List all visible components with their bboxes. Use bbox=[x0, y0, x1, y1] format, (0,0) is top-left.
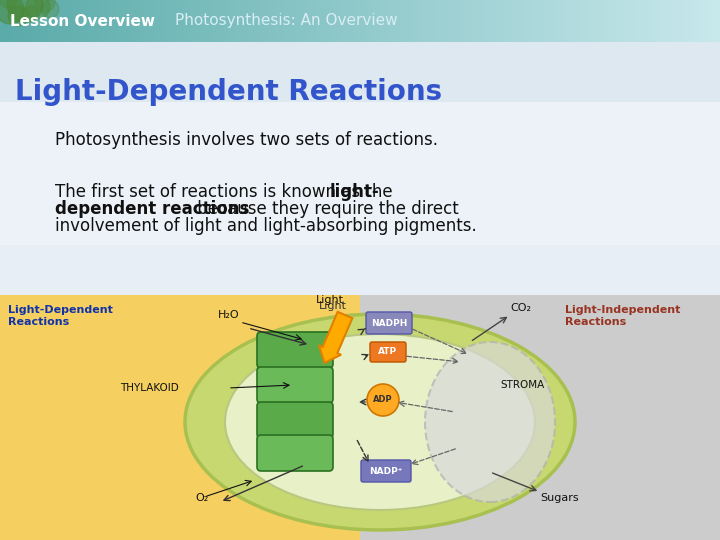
Text: because they require the direct: because they require the direct bbox=[192, 200, 459, 218]
Text: Light-Dependent Reactions: Light-Dependent Reactions bbox=[15, 78, 442, 106]
Text: NADP⁺: NADP⁺ bbox=[369, 467, 402, 476]
Text: Light-Dependent
Reactions: Light-Dependent Reactions bbox=[8, 305, 113, 327]
Text: The first set of reactions is known as the: The first set of reactions is known as t… bbox=[55, 183, 398, 201]
FancyBboxPatch shape bbox=[366, 312, 412, 334]
Text: ATP: ATP bbox=[379, 348, 397, 356]
Text: Light-Independent
Reactions: Light-Independent Reactions bbox=[565, 305, 680, 327]
Text: Lesson Overview: Lesson Overview bbox=[10, 14, 155, 29]
FancyBboxPatch shape bbox=[257, 435, 333, 471]
Circle shape bbox=[26, 0, 50, 19]
FancyBboxPatch shape bbox=[257, 367, 333, 403]
FancyBboxPatch shape bbox=[370, 342, 406, 362]
Ellipse shape bbox=[425, 342, 555, 502]
Text: Photosynthesis: An Overview: Photosynthesis: An Overview bbox=[175, 14, 397, 29]
Text: Photosynthesis involves two sets of reactions.: Photosynthesis involves two sets of reac… bbox=[55, 131, 438, 149]
Ellipse shape bbox=[225, 334, 535, 510]
Circle shape bbox=[7, 0, 43, 22]
FancyBboxPatch shape bbox=[257, 402, 333, 438]
Text: ADP: ADP bbox=[373, 395, 393, 404]
Text: H₂O: H₂O bbox=[218, 310, 240, 320]
Text: THYLAKOID: THYLAKOID bbox=[120, 383, 179, 393]
Circle shape bbox=[22, 6, 38, 22]
Bar bbox=[360, 295, 720, 540]
Circle shape bbox=[8, 6, 28, 26]
Text: O₂: O₂ bbox=[195, 493, 208, 503]
Text: dependent reactions: dependent reactions bbox=[55, 200, 249, 218]
FancyBboxPatch shape bbox=[257, 332, 333, 368]
Ellipse shape bbox=[185, 314, 575, 530]
Text: CO₂: CO₂ bbox=[510, 303, 531, 313]
Text: Light: Light bbox=[316, 295, 344, 305]
Circle shape bbox=[0, 0, 24, 24]
Text: STROMA: STROMA bbox=[500, 380, 544, 390]
Bar bbox=[0, 42, 720, 245]
Text: Sugars: Sugars bbox=[540, 493, 579, 503]
Circle shape bbox=[0, 0, 16, 8]
Text: light-: light- bbox=[330, 183, 380, 201]
Circle shape bbox=[41, 0, 59, 18]
Text: NADPH: NADPH bbox=[371, 319, 408, 327]
Text: involvement of light and light-absorbing pigments.: involvement of light and light-absorbing… bbox=[55, 217, 477, 235]
Circle shape bbox=[367, 384, 399, 416]
Bar bbox=[0, 42, 720, 102]
FancyBboxPatch shape bbox=[361, 460, 411, 482]
Text: Light: Light bbox=[319, 301, 347, 311]
FancyArrow shape bbox=[319, 312, 352, 363]
Circle shape bbox=[35, 0, 55, 12]
Bar bbox=[0, 295, 360, 540]
